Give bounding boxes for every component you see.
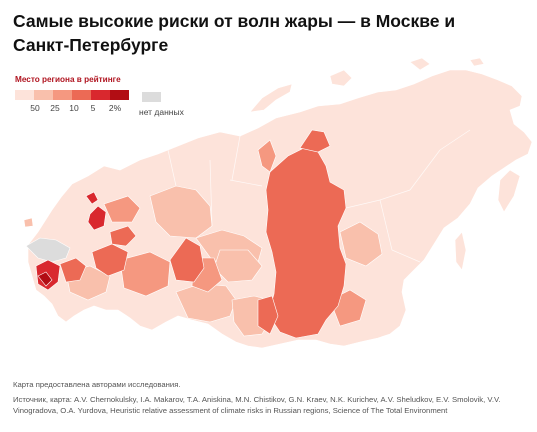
map-region-south-small	[37, 271, 53, 287]
legend-color-scale	[15, 90, 129, 100]
map-region-moscow	[87, 205, 107, 231]
map-region-borders	[167, 129, 471, 263]
map-kamchatka	[497, 169, 521, 213]
legend: Место региона в рейтинге 50 25 10 5 2% н…	[15, 75, 184, 117]
map-region	[119, 251, 171, 297]
legend-swatch	[72, 90, 91, 100]
legend-swatch	[53, 90, 72, 100]
legend-nodata	[142, 92, 161, 102]
map-region-taimyr	[299, 129, 331, 153]
map-island-novaya-zemlya	[249, 83, 293, 113]
map-island-wrangel	[469, 57, 485, 67]
legend-tick: 25	[50, 103, 60, 113]
map-title: Самые высокие риски от волн жары — в Мос…	[13, 11, 456, 55]
legend-ticks: 50 25 10 5 2%	[15, 103, 129, 117]
legend-nodata-swatch	[142, 92, 161, 102]
map-island-new-siberian	[409, 57, 431, 71]
legend-title: Место региона в рейтинге	[15, 75, 121, 84]
legend-swatch	[15, 90, 34, 100]
credit-line-source: Источник, карта: A.V. Chernokulsky, I.A.…	[13, 395, 501, 415]
legend-tick: 50	[30, 103, 40, 113]
map-region-yamal	[257, 139, 277, 173]
legend-nodata-label: нет данных	[139, 107, 184, 117]
credit-line-note: Карта предоставлена авторами исследовани…	[13, 380, 181, 389]
map-island-severnaya-zemlya	[329, 69, 353, 87]
map-sakhalin	[454, 231, 467, 271]
legend-swatch	[34, 90, 53, 100]
map-region	[103, 195, 141, 223]
map-region	[109, 225, 137, 247]
map-region	[59, 257, 87, 283]
map-region-nodata	[25, 237, 71, 263]
legend-swatch	[110, 90, 129, 100]
map-region	[257, 295, 279, 335]
legend-swatch	[91, 90, 110, 100]
credits: Карта предоставлена авторами исследовани…	[13, 379, 528, 420]
map-region-large-central	[265, 147, 347, 339]
map-region-petersburg-area	[85, 191, 99, 205]
map-region	[339, 221, 383, 267]
legend-tick: 10	[69, 103, 79, 113]
map-region	[169, 237, 205, 283]
legend-tick: 2%	[108, 103, 122, 113]
legend-tick: 5	[90, 103, 96, 113]
map-kaliningrad	[23, 217, 34, 228]
